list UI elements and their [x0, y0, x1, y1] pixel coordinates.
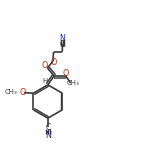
Text: O: O [42, 61, 48, 70]
Text: N: N [45, 131, 51, 140]
Text: CH₃: CH₃ [5, 89, 18, 95]
Text: N: N [60, 33, 66, 42]
Text: CH₃: CH₃ [67, 80, 80, 86]
Text: O: O [51, 58, 57, 67]
Text: H: H [42, 78, 47, 84]
Text: C: C [45, 123, 50, 132]
Text: O: O [19, 88, 26, 97]
Text: C: C [60, 40, 65, 49]
Text: O: O [63, 69, 69, 78]
